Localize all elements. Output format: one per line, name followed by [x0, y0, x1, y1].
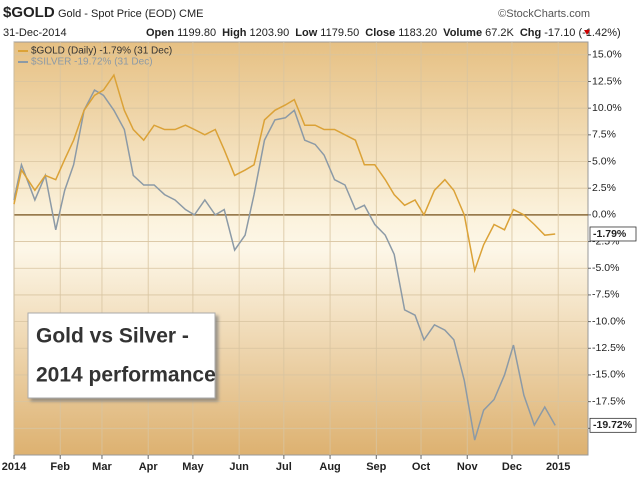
stat-value: -17.10 (-1.42%): [544, 27, 620, 39]
x-tick-label: Nov: [457, 461, 479, 473]
stat-value: 1199.80: [177, 27, 216, 39]
annotation-box: [27, 312, 216, 399]
stat-value: 1179.50: [320, 27, 359, 39]
x-tick-label: Jul: [276, 461, 292, 473]
stat-label: Close: [365, 27, 395, 39]
chart-subtitle: Gold - Spot Price (EOD) CME: [58, 8, 203, 20]
stat-value: 1203.90: [250, 27, 290, 39]
y-tick-label: -5.0%: [592, 262, 619, 274]
y-tick-label: -7.5%: [592, 289, 619, 301]
x-tick-label: Oct: [412, 461, 431, 473]
series-line: [13, 88, 556, 441]
end-label: -1.79%: [593, 228, 627, 240]
annotation: Gold vs Silver -: [36, 325, 189, 348]
x-tick-label: 2015: [546, 461, 570, 473]
stat-label: Open: [146, 27, 174, 39]
x-tick-label: Dec: [502, 461, 522, 473]
y-tick-label: 15.0%: [592, 49, 622, 61]
x-tick-label: Apr: [139, 461, 159, 473]
stat-label: Chg: [520, 27, 541, 39]
stat-label: Low: [295, 27, 317, 39]
legend-label: $GOLD (Daily) -1.79% (31 Dec): [31, 46, 172, 57]
y-tick-label: 5.0%: [592, 155, 616, 167]
y-tick-label: -10.0%: [592, 315, 625, 327]
x-tick-label: 2014: [2, 461, 27, 473]
y-tick-label: -12.5%: [592, 342, 625, 354]
y-tick-label: 12.5%: [592, 75, 622, 87]
end-label-box: [589, 226, 637, 242]
series-line: [13, 73, 556, 274]
x-tick-label: Aug: [319, 461, 340, 473]
legend-label: $SILVER -19.72% (31 Dec): [31, 57, 153, 68]
stats: Open 1199.80 High 1203.90 Low 1179.50 Close 118…: [146, 27, 621, 39]
date: 31-Dec-2014: [3, 27, 67, 39]
x-tick-label: Mar: [92, 461, 112, 473]
stat-value: 1183.20: [398, 27, 437, 39]
end-label: -19.72%: [593, 419, 633, 431]
y-tick-label: -17.5%: [592, 395, 625, 407]
x-tick-label: Sep: [366, 461, 386, 473]
chart-title: $GOLD: [3, 4, 55, 21]
x-tick-label: Feb: [50, 461, 70, 473]
source: ©StockCharts.com: [498, 8, 590, 20]
stat-label: Volume: [443, 27, 482, 39]
y-tick-label: -15.0%: [592, 369, 625, 381]
annotation: 2014 performance: [36, 364, 216, 387]
x-tick-label: May: [182, 461, 204, 473]
y-tick-label: 0.0%: [592, 209, 616, 221]
y-tick-label: 2.5%: [592, 182, 616, 194]
stat-label: High: [222, 27, 247, 39]
x-tick-label: Jun: [229, 461, 249, 473]
stat-value: 67.2K: [485, 27, 514, 39]
y-tick-label: 7.5%: [592, 129, 616, 141]
down-arrow: [584, 30, 590, 35]
end-label-box: [589, 417, 637, 433]
y-tick-label: 10.0%: [592, 102, 622, 114]
